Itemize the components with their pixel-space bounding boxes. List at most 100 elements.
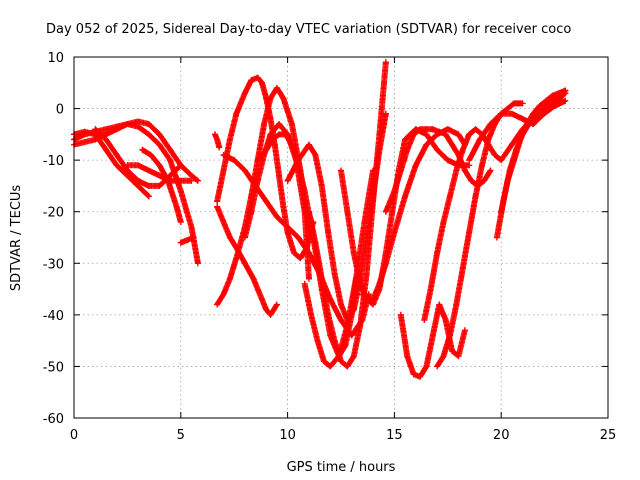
data-point	[282, 131, 289, 138]
data-point	[190, 234, 197, 241]
data-point	[135, 182, 142, 189]
data-point	[519, 100, 526, 107]
data-point	[472, 126, 479, 133]
data-point	[220, 167, 227, 174]
y-tick-label: -10	[43, 154, 64, 169]
data-point	[536, 102, 543, 109]
x-tick-label: 0	[70, 428, 78, 443]
data-point	[254, 157, 261, 164]
data-point	[466, 157, 473, 164]
data-point	[261, 121, 268, 128]
data-point	[350, 353, 357, 360]
series-arc-3	[71, 128, 152, 200]
data-point	[461, 167, 468, 174]
data-point	[288, 141, 295, 148]
data-point	[305, 208, 312, 215]
data-point	[442, 317, 449, 324]
data-point	[226, 136, 233, 143]
data-point	[248, 77, 255, 84]
data-point	[267, 115, 274, 122]
data-point	[295, 234, 302, 241]
data-point	[498, 110, 505, 117]
data-point	[397, 167, 404, 174]
data-point	[549, 97, 556, 104]
data-point	[466, 229, 473, 236]
data-point	[211, 131, 218, 138]
data-point	[124, 121, 131, 128]
data-point	[156, 172, 163, 179]
series-arc-8	[211, 131, 223, 151]
series-arc-6	[139, 146, 184, 226]
data-point	[312, 151, 319, 158]
y-tick-label: -60	[43, 412, 64, 427]
data-point	[338, 358, 344, 365]
data-point	[312, 239, 319, 246]
data-point	[276, 121, 283, 128]
data-point	[562, 87, 569, 94]
x-tick-label: 10	[279, 428, 296, 443]
x-tick-label: 25	[600, 428, 617, 443]
data-point	[325, 229, 332, 236]
data-point	[318, 275, 325, 282]
data-point	[164, 177, 171, 184]
data-marks	[71, 59, 569, 380]
data-point	[404, 146, 411, 153]
data-point	[258, 296, 265, 303]
data-point	[363, 270, 370, 277]
data-point	[188, 177, 195, 184]
data-point	[562, 97, 569, 104]
data-point	[254, 177, 261, 184]
data-point	[455, 353, 462, 360]
data-point	[468, 177, 475, 184]
data-point	[145, 121, 152, 128]
data-point	[267, 95, 274, 102]
data-point	[167, 146, 174, 153]
data-point	[188, 172, 195, 179]
data-point	[241, 260, 248, 267]
data-point	[145, 193, 152, 200]
data-point	[442, 131, 449, 138]
data-point	[455, 131, 462, 138]
y-tick-label: -50	[43, 360, 64, 375]
data-point	[453, 167, 460, 174]
data-point	[423, 141, 430, 148]
data-point	[135, 162, 142, 169]
data-point	[466, 162, 473, 169]
x-tick-label: 20	[493, 428, 510, 443]
data-point	[382, 249, 389, 256]
data-point	[389, 208, 396, 215]
data-point	[103, 146, 110, 153]
data-point	[233, 255, 240, 262]
data-point	[382, 208, 389, 215]
data-point	[276, 131, 283, 138]
data-point	[103, 126, 110, 133]
data-point	[147, 151, 154, 158]
x-tick-label: 5	[177, 428, 185, 443]
axis-ticks	[73, 56, 609, 419]
data-point	[331, 270, 338, 277]
data-point	[194, 177, 201, 184]
data-point	[436, 301, 443, 308]
data-point	[248, 208, 255, 215]
data-point	[214, 301, 221, 308]
data-point	[267, 131, 274, 138]
data-point	[113, 151, 120, 158]
series-arc-17	[305, 59, 389, 370]
data-point	[156, 182, 163, 189]
data-point	[284, 177, 291, 184]
data-point	[449, 347, 456, 354]
data-point	[359, 291, 366, 298]
x-tick-labels: 0 5 10 15 20 25	[70, 428, 616, 443]
data-point	[167, 157, 174, 164]
data-point	[338, 167, 344, 174]
data-point	[220, 151, 227, 158]
data-point	[113, 162, 120, 169]
data-point	[156, 162, 163, 169]
data-point	[434, 363, 441, 370]
y-tick-label: -30	[43, 257, 64, 272]
data-point	[519, 115, 526, 122]
data-point	[487, 121, 494, 128]
data-point	[177, 162, 184, 169]
data-point	[357, 322, 364, 329]
